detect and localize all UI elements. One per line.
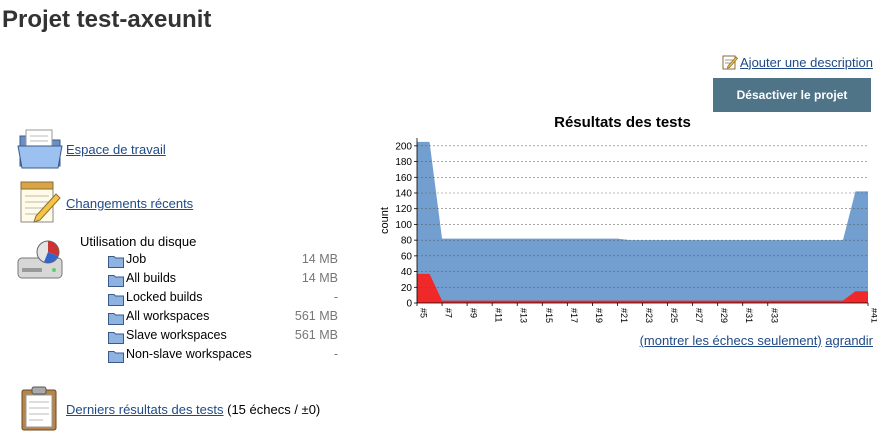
workspace-link[interactable]: Espace de travail <box>66 141 166 157</box>
y-tick-label: 40 <box>401 267 413 278</box>
disk-row-slave-workspaces[interactable]: Slave workspaces 561 MB <box>108 328 338 347</box>
disk-row-size: 14 MB <box>301 271 338 285</box>
y-tick-label: 120 <box>395 204 412 215</box>
clipboard-icon <box>21 386 57 431</box>
chart-title: Résultats des tests <box>554 114 691 131</box>
disk-row-job[interactable]: Job 14 MB <box>108 252 338 271</box>
disk-row-name[interactable]: Non-slave workspaces <box>126 347 252 361</box>
test-results-chart[interactable]: 0 20 40 60 80 100 120 140 160 180 200 count #5 #7 #9 #1… <box>372 132 877 328</box>
x-tick-label: #5 <box>419 308 429 318</box>
y-tick-label: 0 <box>406 299 412 310</box>
add-description-label[interactable]: Ajouter une description <box>740 54 873 70</box>
disk-row-size: - <box>333 347 338 361</box>
y-tick-label: 20 <box>401 283 413 294</box>
disk-row-locked-builds[interactable]: Locked builds - <box>108 290 338 309</box>
disk-row-name[interactable]: Job <box>126 252 147 266</box>
disk-row-name[interactable]: All workspaces <box>126 309 210 323</box>
last-test-results-link[interactable]: Derniers résultats des tests <box>66 401 224 417</box>
y-tick-label: 100 <box>395 220 412 231</box>
disk-usage-title: Utilisation du disque <box>80 234 197 249</box>
folder-icon <box>108 332 124 344</box>
y-tick-label: 140 <box>395 189 412 200</box>
y-axis-label: count <box>379 207 391 234</box>
x-tick-label: #13 <box>519 308 529 323</box>
disk-row-non-slave-workspaces[interactable]: Non-slave workspaces - <box>108 347 338 366</box>
disk-row-size: 561 MB <box>294 328 338 342</box>
x-tick-label: #7 <box>444 308 454 318</box>
x-tick-label: #19 <box>594 308 604 323</box>
x-tick-label: #31 <box>744 308 754 323</box>
x-tick-label: #15 <box>544 308 554 323</box>
area-total <box>417 141 868 303</box>
chart-links: (montrer les échecs seulement) agrandir <box>640 333 873 348</box>
x-tick-label: #29 <box>719 308 729 323</box>
y-tick-label: 160 <box>395 173 412 184</box>
disk-row-all-builds[interactable]: All builds 14 MB <box>108 271 338 290</box>
folder-icon <box>108 294 124 306</box>
x-tick-label: #27 <box>694 308 704 323</box>
disk-row-all-workspaces[interactable]: All workspaces 561 MB <box>108 309 338 328</box>
notepad-icon <box>20 181 61 223</box>
last-test-results-summary: (15 échecs / ±0) <box>223 401 321 417</box>
folder-icon <box>108 275 124 287</box>
hard-disk-icon <box>17 240 63 279</box>
disk-row-name[interactable]: Locked builds <box>126 290 203 304</box>
x-tick-label: #21 <box>619 308 629 323</box>
recent-changes-link[interactable]: Changements récents <box>66 195 194 211</box>
x-tick-label: #17 <box>569 308 579 323</box>
x-tick-label: #25 <box>669 308 679 323</box>
folder-icon <box>108 351 124 363</box>
disk-row-size: 561 MB <box>294 309 338 323</box>
notepad-pencil-icon <box>722 55 739 70</box>
y-tick-label: 180 <box>395 157 412 168</box>
x-tick-label: #23 <box>644 308 654 323</box>
x-tick-label: #33 <box>769 308 779 323</box>
y-tick-label: 60 <box>401 251 413 262</box>
task-recent-changes[interactable]: Changements récents <box>16 180 193 226</box>
add-description-link[interactable]: Ajouter une description <box>722 54 873 70</box>
y-tick-label: 80 <box>401 236 413 247</box>
disk-row-size: - <box>333 290 338 304</box>
disk-row-size: 14 MB <box>301 252 338 266</box>
disk-row-name[interactable]: Slave workspaces <box>126 328 227 342</box>
folder-icon <box>108 313 124 325</box>
folder-icon <box>108 256 124 268</box>
x-tick-label: #41 <box>870 308 878 323</box>
disable-project-button[interactable]: Désactiver le projet <box>713 78 871 112</box>
page-title: Projet test-axeunit <box>2 6 212 33</box>
show-failures-only-link[interactable]: (montrer les échecs seulement) <box>639 333 822 348</box>
task-workspace[interactable]: Espace de travail <box>16 126 166 172</box>
x-tick-label: #11 <box>494 308 504 322</box>
task-last-test-results: Derniers résultats des tests (15 échecs … <box>16 386 320 432</box>
y-tick-label: 200 <box>395 141 412 152</box>
enlarge-link[interactable]: agrandir <box>825 333 873 348</box>
disk-row-name[interactable]: All builds <box>126 271 177 285</box>
x-tick-label: #9 <box>469 308 479 318</box>
folder-icon <box>17 129 63 169</box>
